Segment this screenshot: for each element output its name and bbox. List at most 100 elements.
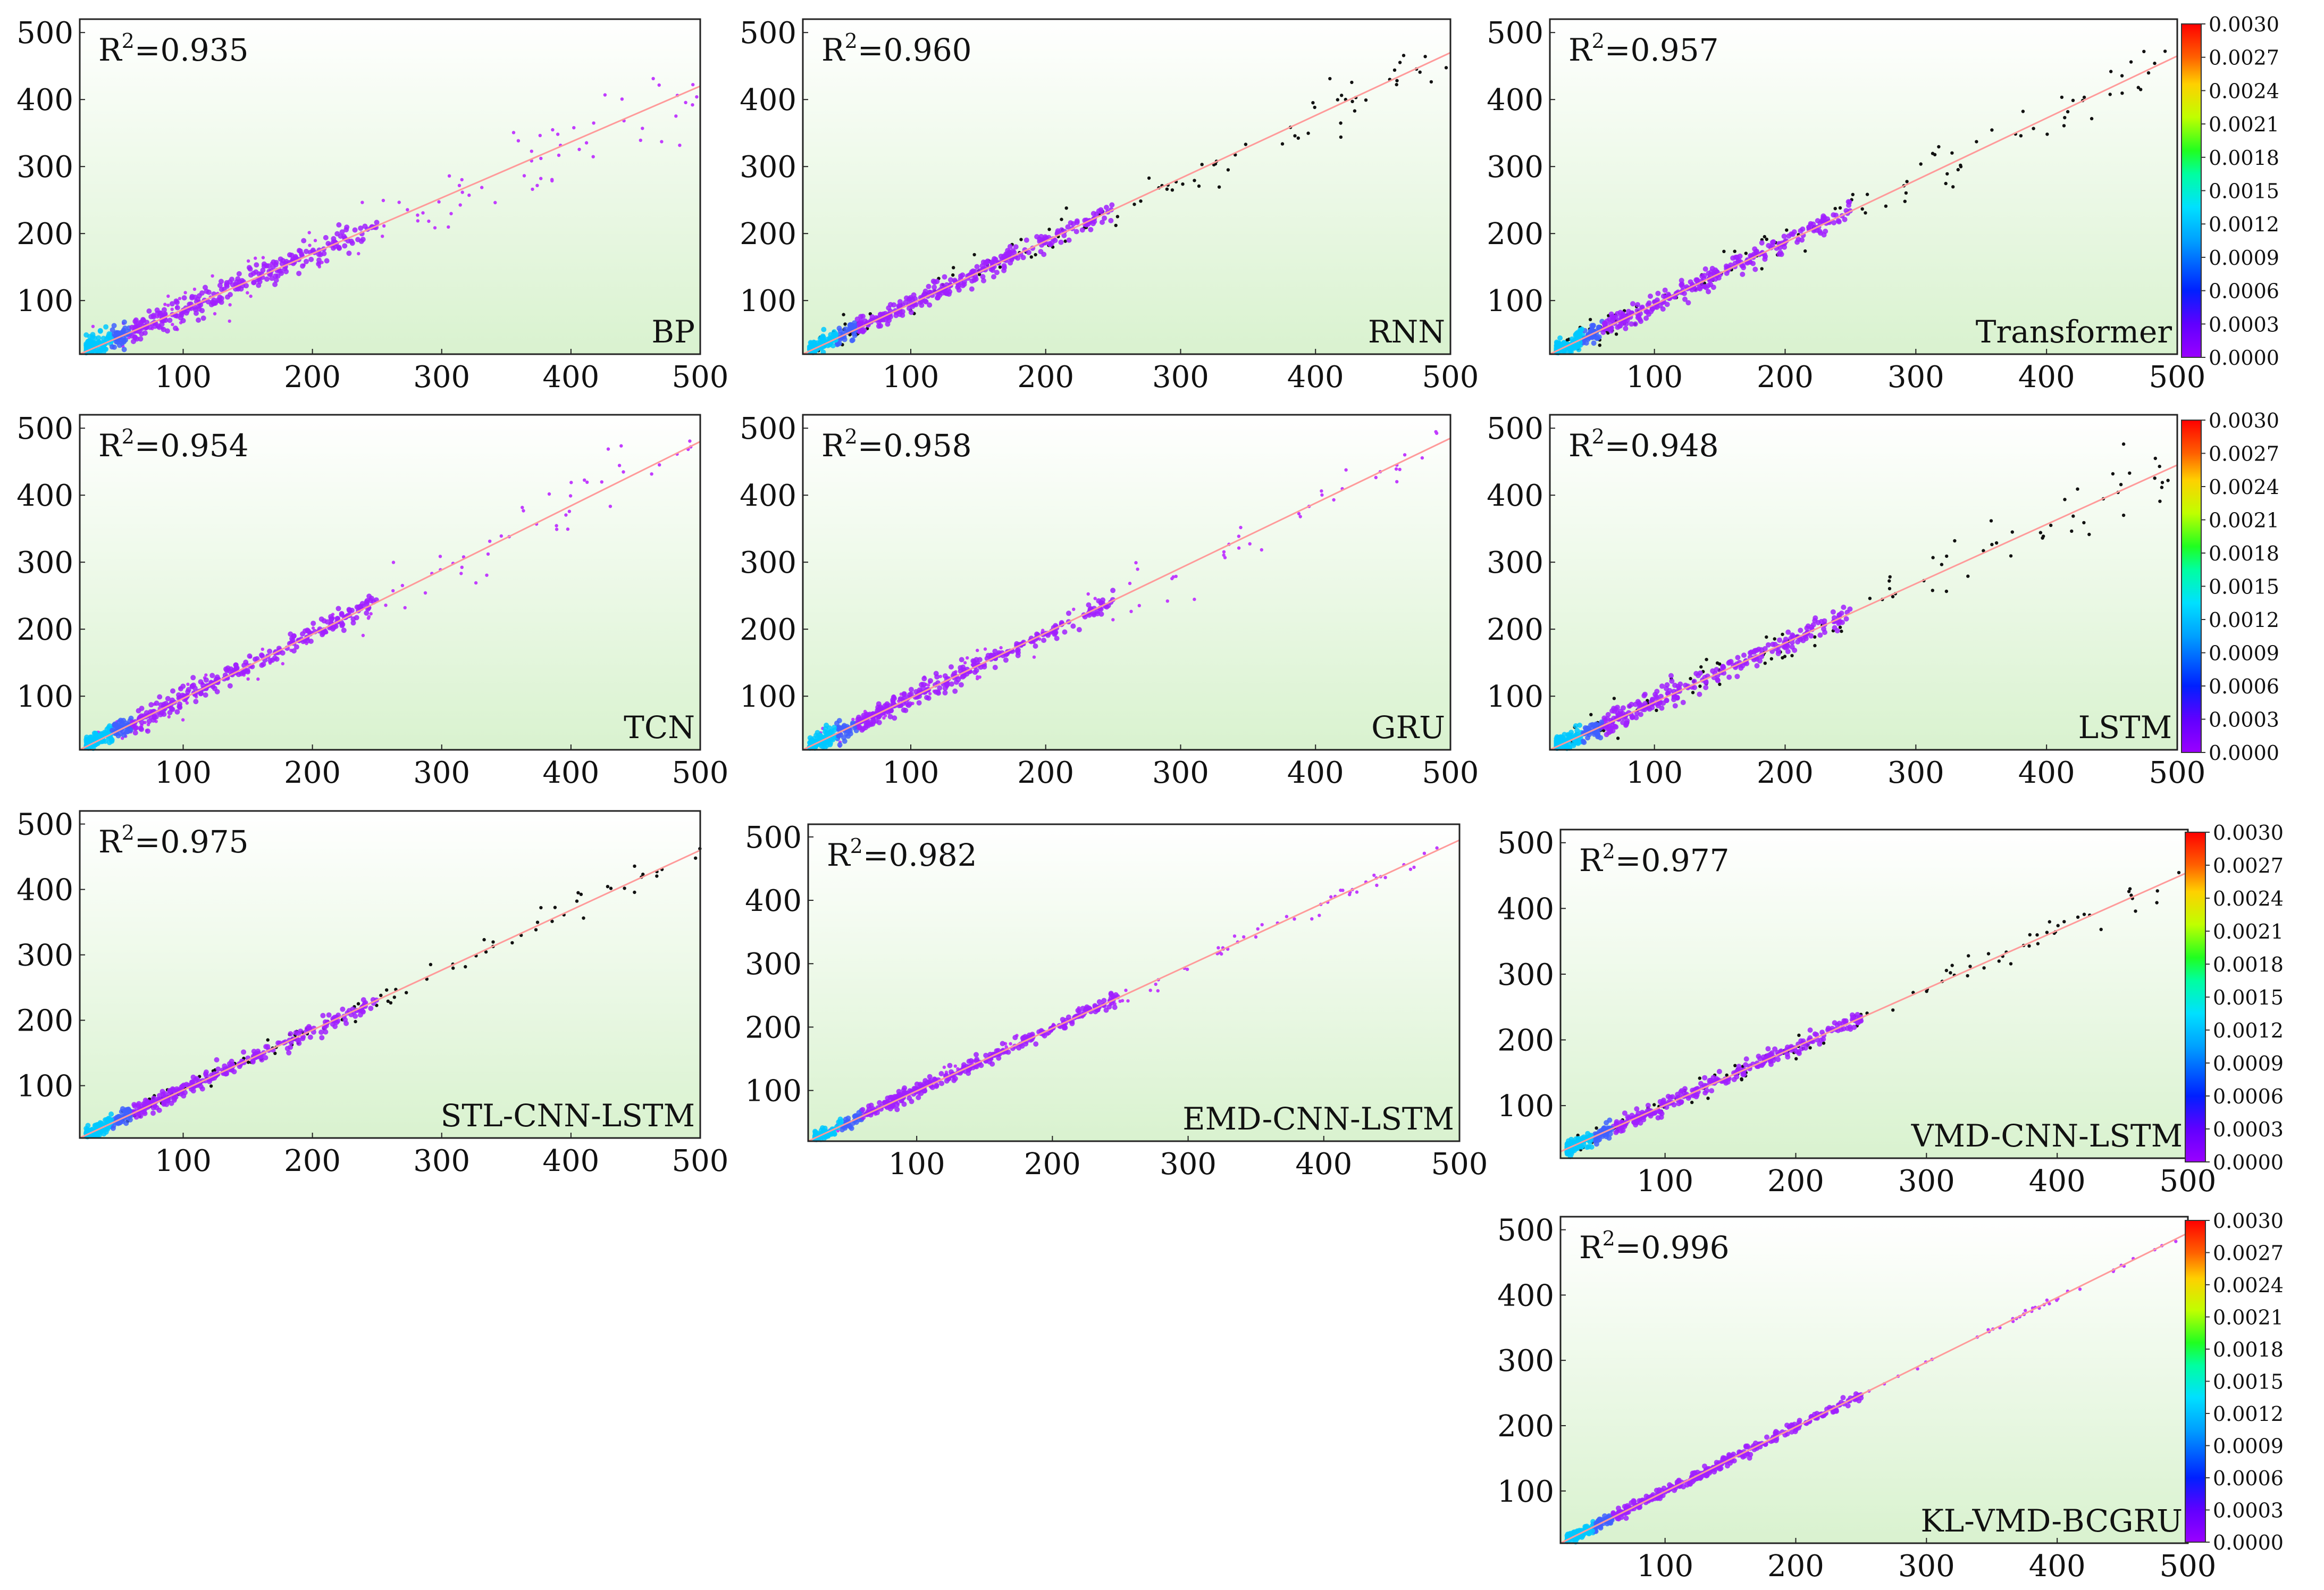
model-label: BP [651, 314, 695, 350]
scatter-point [960, 664, 966, 670]
y-tick-label: 300 [740, 546, 796, 580]
scatter-point [1634, 1119, 1640, 1125]
scatter-point [1063, 239, 1067, 243]
scatter-point [1120, 999, 1125, 1003]
scatter-point [1624, 720, 1630, 726]
scatter-point [820, 333, 826, 339]
scatter-point [123, 1120, 129, 1126]
scatter-point [460, 565, 464, 570]
scatter-point [459, 572, 463, 575]
scatter-point [592, 121, 595, 125]
scatter-point [521, 506, 524, 509]
scatter-point [157, 694, 163, 700]
scatter-point [688, 439, 692, 443]
scatter-point [1573, 332, 1579, 338]
scatter-point [228, 319, 231, 323]
scatter-point [888, 708, 894, 714]
scatter-point [499, 534, 503, 538]
scatter-point [926, 695, 932, 701]
scatter-point [180, 1083, 186, 1089]
scatter-point [141, 317, 146, 323]
scatter-point [1260, 923, 1264, 927]
scatter-point [952, 266, 955, 270]
scatter-point [194, 311, 199, 316]
scatter-point [307, 1025, 313, 1031]
scatter-point [1605, 712, 1611, 717]
scatter-point [1038, 233, 1044, 239]
scatter-point [1682, 1086, 1688, 1092]
scatter-point [877, 1100, 883, 1106]
scatter-point [1170, 576, 1174, 581]
scatter-point [538, 133, 542, 137]
scatter-point [1982, 549, 1985, 553]
scatter-point [1773, 637, 1776, 641]
scatter-point [146, 718, 152, 724]
scatter-point [886, 305, 892, 311]
scatter-point [382, 224, 386, 228]
scatter-point [2082, 913, 2086, 916]
scatter-point [1372, 873, 1376, 877]
scatter-point [332, 1024, 338, 1030]
scatter-point [1096, 999, 1102, 1005]
scatter-point [1655, 290, 1661, 296]
scatter-point [959, 657, 964, 663]
model-label: GRU [1371, 709, 1445, 746]
scatter-point [2062, 920, 2066, 924]
scatter-point [952, 688, 958, 694]
scatter-point [1375, 883, 1379, 888]
scatter-point [1429, 80, 1433, 84]
scatter-point [1599, 719, 1605, 725]
scatter-point [860, 313, 866, 319]
scatter-point [85, 341, 91, 347]
plot-frame [79, 18, 701, 355]
scatter-point [944, 291, 950, 296]
scatter-point [1798, 228, 1803, 233]
scatter-point [660, 140, 664, 144]
scatter-point [286, 1050, 292, 1056]
scatter-point [2038, 531, 2043, 534]
scatter-point [139, 726, 144, 732]
x-tick-label: 200 [284, 1144, 341, 1178]
scatter-point [1088, 227, 1094, 232]
model-label: Transformer [1976, 314, 2172, 350]
scatter-point [196, 293, 202, 299]
scatter-point [1797, 1033, 1801, 1037]
scatter-point [127, 726, 133, 732]
scatter-point [1606, 1135, 1612, 1141]
scatter-point [1989, 519, 1993, 523]
scatter-point [633, 890, 636, 894]
scatter-point [1350, 80, 1354, 85]
scatter-point [1843, 616, 1849, 622]
scatter-point [339, 229, 345, 235]
scatter-point [103, 324, 109, 330]
scatter-point [1822, 1041, 1826, 1045]
scatter-point [1676, 685, 1682, 691]
scatter-point [1124, 989, 1128, 992]
scatter-point [942, 673, 948, 679]
scatter-point [2158, 464, 2161, 468]
scatter-point [1583, 340, 1589, 346]
scatter-point [246, 677, 250, 681]
scatter-point [1669, 1094, 1675, 1100]
scatter-point [1242, 935, 1246, 939]
scatter-point [1134, 561, 1138, 565]
scatter-point [1034, 234, 1040, 240]
scatter-point [273, 278, 279, 283]
scatter-point [2009, 962, 2013, 966]
scatter-point [307, 231, 311, 235]
scatter-point [916, 700, 922, 706]
scatter-point [2153, 61, 2157, 65]
scatter-point [882, 716, 886, 720]
scatter-point [316, 261, 322, 267]
scatter-point [283, 258, 289, 264]
scatter-point [300, 263, 306, 269]
scatter-point [1398, 61, 1402, 64]
scatter-point [2048, 920, 2051, 924]
plot-frame [1549, 18, 2178, 355]
scatter-point [1313, 105, 1316, 110]
scatter-point [1112, 1005, 1118, 1010]
scatter-point [209, 673, 215, 679]
scatter-point [1648, 294, 1653, 299]
scatter-point [106, 1116, 112, 1122]
